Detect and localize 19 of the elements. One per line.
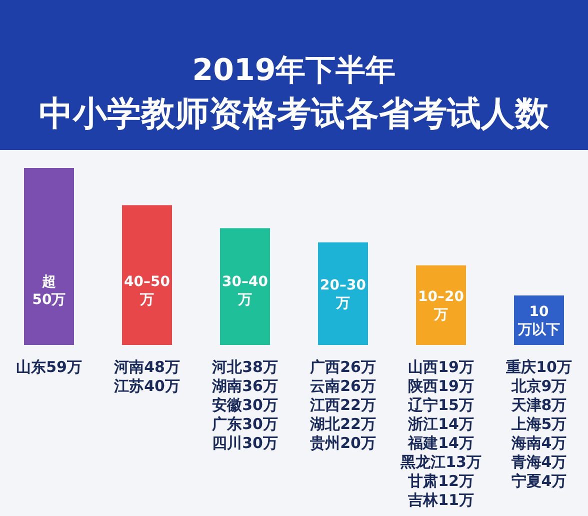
text: 河南48万江苏40万 <box>113 358 180 395</box>
x-tick-label: 10–20万 <box>418 289 464 324</box>
x-tick-label: 30–40万 <box>222 274 268 308</box>
x-tick-label: 20–30万 <box>320 278 366 312</box>
text: 重庆10万北京9万天津8万上海5万海南4万青海4万宁夏4万 <box>505 358 572 490</box>
bar <box>122 205 172 345</box>
x-tick-label: 超50万 <box>32 274 66 308</box>
bar <box>318 242 368 345</box>
bar <box>416 265 466 345</box>
text: 河北38万湖南36万安徽30万广东30万四川30万 <box>211 358 278 452</box>
text: 山东59万 <box>16 358 82 376</box>
text: 山西19万陕西19万辽宁15万浙江14万福建14万黑龙江13万甘肃12万吉林11万 <box>400 358 482 509</box>
text: 广西26万云南26万江西22万湖北22万贵州20万 <box>309 358 376 452</box>
chart-title: 2019年下半年 <box>192 53 396 88</box>
bar <box>24 168 74 345</box>
bar <box>220 228 270 345</box>
chart-subtitle: 中小学教师资格考试各省考试人数 <box>39 94 550 134</box>
x-tick-label: 40–50万 <box>124 274 170 308</box>
x-tick-label: 10万以下 <box>517 304 560 338</box>
